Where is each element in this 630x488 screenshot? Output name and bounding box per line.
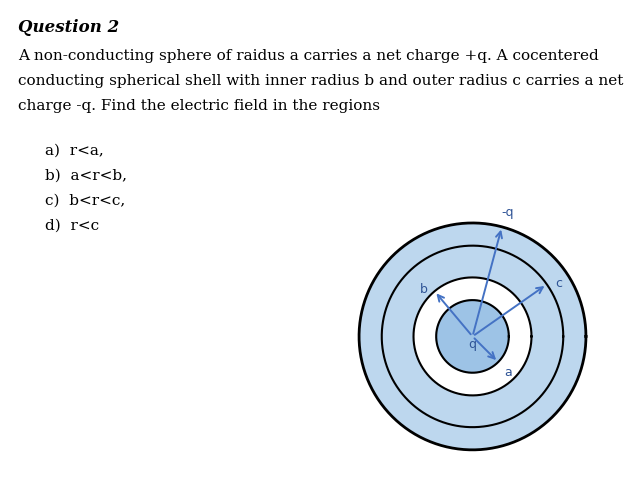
- Circle shape: [436, 301, 509, 373]
- Text: d)  r<c: d) r<c: [45, 219, 99, 232]
- Text: Question 2: Question 2: [18, 19, 119, 36]
- Text: q: q: [469, 337, 476, 350]
- Circle shape: [359, 224, 586, 450]
- Text: -q: -q: [501, 205, 514, 218]
- Circle shape: [413, 278, 532, 396]
- Text: conducting spherical shell with inner radius b and outer radius c carries a net: conducting spherical shell with inner ra…: [18, 74, 623, 88]
- Text: a)  r<a,: a) r<a,: [45, 143, 104, 158]
- Circle shape: [382, 246, 563, 427]
- Text: a: a: [504, 366, 512, 379]
- Text: A non-conducting sphere of raidus a carries a net charge +q. A cocentered: A non-conducting sphere of raidus a carr…: [18, 49, 598, 63]
- Text: b)  a<r<b,: b) a<r<b,: [45, 169, 127, 183]
- Text: b: b: [420, 283, 428, 296]
- Circle shape: [382, 246, 563, 427]
- Text: c)  b<r<c,: c) b<r<c,: [45, 194, 125, 207]
- Text: charge -q. Find the electric field in the regions: charge -q. Find the electric field in th…: [18, 99, 380, 113]
- Text: c: c: [555, 276, 562, 289]
